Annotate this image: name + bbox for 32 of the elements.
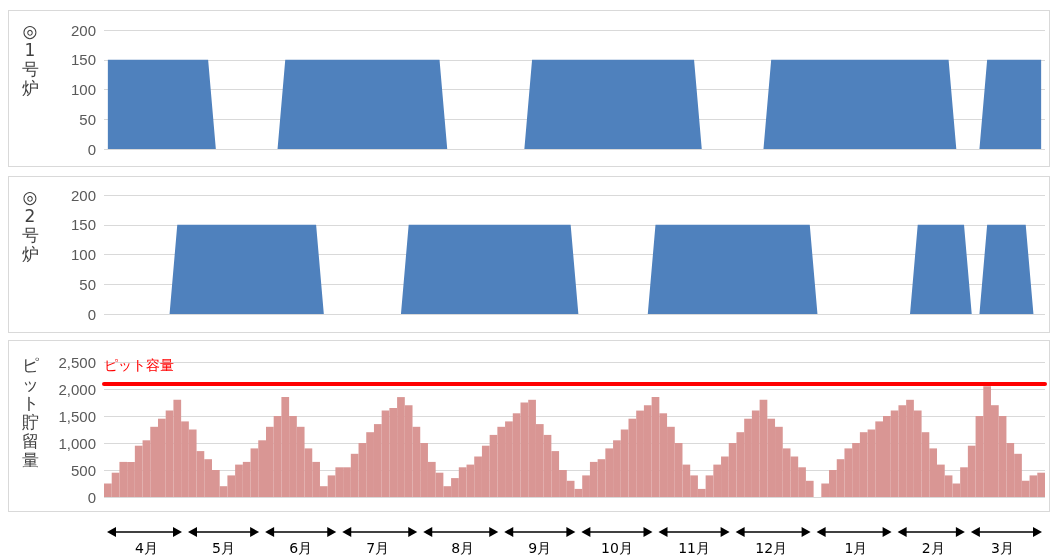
y-tick-label: 100 — [70, 81, 96, 98]
y-tick-label: 500 — [70, 461, 96, 479]
x-tick-label: 5月 — [212, 540, 236, 556]
y-tick-label: 100 — [70, 246, 96, 263]
y-axis-title: ピット貯留量 — [20, 355, 40, 471]
x-tick-label: 3月 — [991, 540, 1015, 556]
y-tick-label: 150 — [70, 216, 96, 234]
y-tick-label: 0 — [87, 488, 96, 506]
y-tick-label: 0 — [87, 140, 96, 158]
x-tick-label: 11月 — [678, 540, 710, 556]
y-tick-label: 50 — [79, 275, 96, 293]
y-tick-label: 1,000 — [58, 434, 96, 452]
y-tick-label: 50 — [79, 110, 96, 128]
x-tick-label: 4月 — [134, 540, 158, 556]
y-tick-label: 2,500 — [58, 353, 96, 371]
x-tick-label: 8月 — [451, 540, 475, 556]
y-tick-label: 2,000 — [58, 380, 96, 398]
x-tick-label: 2月 — [921, 540, 945, 556]
ref-line-label: ピット容量 — [104, 356, 174, 373]
x-tick-label: 1月 — [844, 540, 868, 556]
y-tick-label: 200 — [70, 186, 96, 204]
y-tick-label: 150 — [70, 51, 96, 69]
x-tick-label: 12月 — [755, 540, 788, 556]
x-tick-label: 6月 — [289, 540, 313, 556]
y-axis-title: ◎1号炉 — [20, 21, 40, 99]
x-tick-label: 7月 — [366, 540, 390, 556]
y-tick-label: 0 — [87, 305, 96, 323]
x-tick-label: 9月 — [528, 540, 552, 556]
y-tick-label: 1,500 — [58, 407, 96, 425]
x-tick-label: 10月 — [601, 540, 633, 556]
y-tick-label: 200 — [70, 21, 96, 39]
y-axis-title: ◎2号炉 — [20, 187, 40, 265]
